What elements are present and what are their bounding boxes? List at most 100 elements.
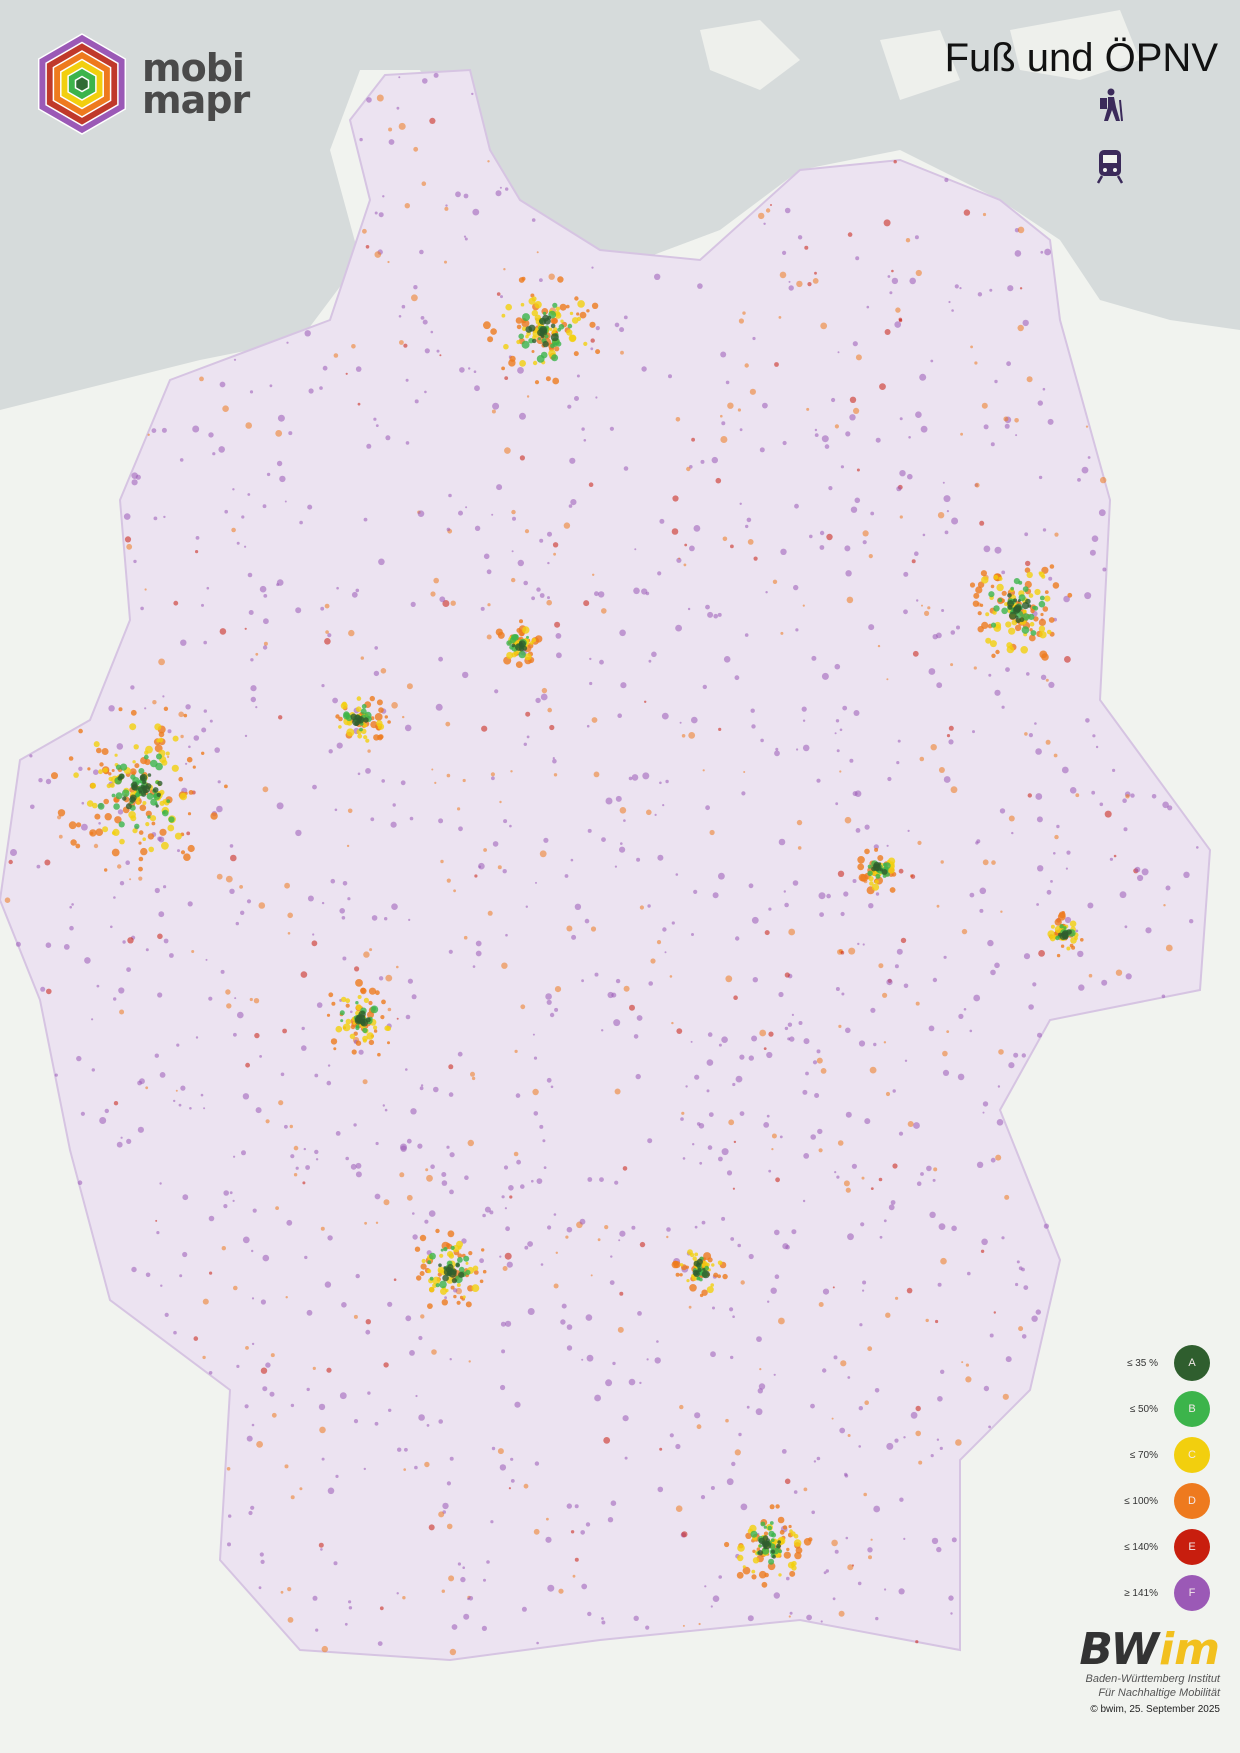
map-dot (696, 1122, 701, 1126)
map-dot (748, 1253, 754, 1260)
city-hotspot-dot (531, 350, 535, 353)
map-dot (206, 586, 210, 590)
city-hotspot-dot (356, 1018, 361, 1023)
map-dot (30, 804, 35, 810)
legend-dot: D (1174, 1483, 1210, 1519)
map-dot (623, 985, 630, 992)
map-dot (422, 78, 428, 84)
map-dot (449, 1189, 454, 1195)
map-dot (1137, 874, 1144, 882)
map-dot (36, 864, 41, 869)
map-dot (355, 588, 360, 593)
map-dot (739, 1054, 745, 1060)
map-dot (376, 94, 384, 102)
map-dot (514, 1049, 518, 1053)
map-dot (448, 949, 453, 954)
city-hotspot-dot (115, 792, 123, 800)
map-dot (722, 536, 728, 542)
map-dot (125, 860, 130, 865)
map-dot (570, 1530, 575, 1534)
map-dot (1115, 969, 1123, 976)
map-dot (404, 1447, 408, 1452)
map-dot (791, 1013, 795, 1017)
map-dot (1019, 287, 1023, 290)
map-dot (229, 888, 235, 894)
map-data-layer (4, 72, 1199, 1656)
map-dot (868, 554, 873, 559)
city-hotspot-dot (479, 1279, 484, 1284)
city-hotspot-dot (1055, 935, 1060, 941)
map-dot (234, 997, 237, 1000)
map-dot (145, 1272, 151, 1278)
map-dot (946, 734, 951, 738)
map-dot (735, 936, 740, 941)
map-dot (219, 628, 227, 635)
map-dot (1163, 904, 1166, 907)
city-hotspot-dot (414, 1246, 421, 1252)
map-dot (473, 370, 477, 374)
map-dot (898, 1131, 904, 1136)
map-dot (276, 802, 284, 810)
map-dot (208, 432, 214, 438)
map-dot (847, 1233, 854, 1241)
map-dot (810, 1134, 816, 1140)
city-hotspot-dot (427, 1303, 433, 1309)
map-dot (896, 486, 902, 492)
map-dot (1015, 434, 1018, 437)
map-dot (532, 1088, 539, 1096)
city-hotspot-dot (783, 1551, 791, 1559)
map-dot (387, 1007, 392, 1012)
map-dot (855, 354, 862, 361)
city-hotspot-dot (518, 650, 526, 659)
map-dot (1122, 798, 1127, 803)
map-dot (889, 291, 893, 295)
map-dot (144, 707, 147, 710)
map-dot (832, 1597, 836, 1601)
map-dot (1087, 902, 1094, 909)
city-hotspot-dot (370, 721, 378, 729)
map-dot (1091, 535, 1099, 542)
map-dot (457, 807, 461, 811)
map-dot (321, 901, 325, 905)
map-dot (491, 776, 495, 781)
city-hotspot-dot (427, 1260, 432, 1265)
map-dot (54, 1073, 58, 1077)
city-hotspot-dot (762, 1543, 767, 1548)
map-dot (932, 634, 938, 640)
city-hotspot-dot (355, 1004, 362, 1011)
map-dot (156, 1231, 160, 1235)
legend-grade: D (1188, 1495, 1196, 1507)
map-dot (480, 606, 485, 611)
map-dot (774, 750, 780, 757)
map-dot (898, 317, 903, 322)
city-hotspot-dot (132, 828, 138, 834)
map-dot (879, 383, 886, 390)
city-hotspot-dot (505, 303, 512, 311)
map-dot (344, 1622, 348, 1626)
legend-item: ≤ 140% E (1124, 1524, 1210, 1570)
city-hotspot-dot (1039, 595, 1045, 601)
city-hotspot-dot (145, 822, 150, 827)
map-dot (225, 875, 233, 883)
map-dot (668, 374, 672, 379)
map-dot (838, 1024, 842, 1028)
map-dot (657, 1486, 664, 1493)
city-hotspot-dot (777, 1516, 785, 1524)
city-hotspot-dot (534, 301, 542, 309)
map-dot (853, 710, 860, 716)
map-dot (721, 1216, 726, 1221)
map-dot (435, 703, 443, 711)
city-hotspot-dot (377, 734, 383, 741)
map-dot (448, 1064, 454, 1070)
map-dot (1018, 1326, 1024, 1332)
map-dot (503, 268, 506, 271)
map-dot (492, 402, 500, 410)
map-dot (525, 711, 531, 717)
map-dot (847, 1564, 854, 1571)
city-hotspot-dot (490, 328, 497, 335)
map-dot (1161, 994, 1166, 999)
map-dot (705, 604, 710, 610)
map-dot (835, 987, 840, 991)
map-dot (209, 719, 213, 723)
